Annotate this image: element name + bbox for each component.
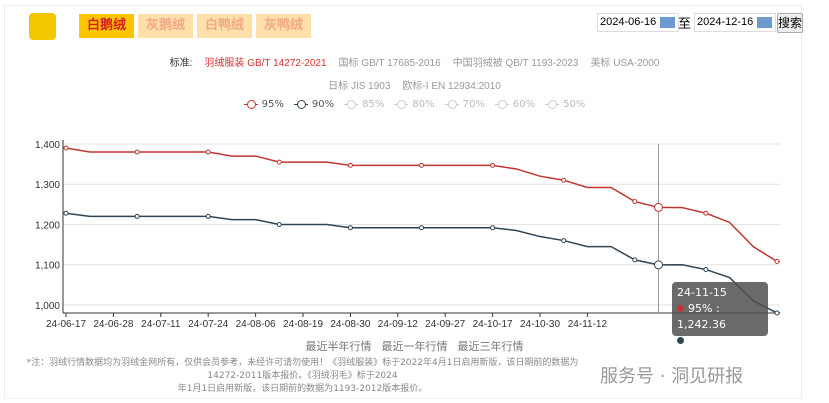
range-half-year-link[interactable]: 最近半年行情 bbox=[305, 340, 372, 353]
x-tick-label: 24-08-19 bbox=[283, 319, 323, 330]
tooltip-date: 24-11-15 bbox=[677, 286, 727, 299]
footnote: *注：羽绒行情数据均为羽绒金网所有，仅供会员参考，未经许可请勿使用！《羽绒服装》… bbox=[26, 358, 579, 394]
tab-1[interactable]: 灰鹅绒 bbox=[138, 14, 193, 38]
x-tick-label: 24-06-17 bbox=[46, 319, 86, 330]
standards-row: 日标 JIS 1903 欧标-I EN 12934:2010 bbox=[0, 77, 829, 92]
range-one-year-link[interactable]: 最近一年行情 bbox=[381, 340, 448, 353]
y-tick-label: 1,200 bbox=[35, 220, 60, 231]
data-point bbox=[419, 162, 424, 168]
legend-item[interactable]: 80% bbox=[394, 99, 435, 110]
standard-link[interactable]: 中国羽绒被 QB/T 1193-2023 bbox=[452, 58, 579, 69]
x-tick-label: 24-11-12 bbox=[568, 319, 608, 330]
x-tick-label: 24-08-30 bbox=[330, 319, 370, 330]
y-tick-label: 1,100 bbox=[35, 261, 60, 272]
data-point bbox=[774, 258, 780, 264]
legend-item[interactable]: 50% bbox=[545, 99, 585, 110]
legend-item[interactable]: 90% bbox=[293, 99, 334, 110]
x-tick-label: 24-08-06 bbox=[236, 319, 276, 330]
data-point bbox=[703, 267, 709, 273]
data-point bbox=[276, 221, 282, 227]
data-point bbox=[490, 225, 496, 231]
data-point bbox=[703, 210, 709, 216]
tab-0[interactable]: 白鹅绒 bbox=[79, 14, 134, 38]
data-point bbox=[276, 159, 282, 165]
legend-marker-icon bbox=[243, 99, 258, 109]
search-button[interactable]: 搜索 bbox=[777, 13, 803, 33]
chart-legend: 95% 90% 85% 80% 70% 60% 50% bbox=[0, 99, 829, 110]
data-point bbox=[63, 145, 69, 151]
data-point bbox=[205, 213, 211, 219]
date-to-input[interactable]: 2024-12-16 bbox=[694, 13, 776, 32]
data-point bbox=[632, 199, 638, 205]
legend-marker-icon bbox=[444, 99, 459, 109]
series-dot-icon bbox=[677, 305, 684, 312]
data-point bbox=[654, 260, 663, 270]
x-tick-label: 24-06-28 bbox=[93, 319, 133, 330]
data-point bbox=[347, 162, 353, 168]
data-point bbox=[134, 149, 140, 155]
data-point bbox=[419, 225, 424, 231]
data-point bbox=[654, 202, 663, 212]
legend-marker-icon bbox=[293, 99, 308, 109]
standard-link[interactable]: 羽绒服装 GB/T 14272-2021 bbox=[204, 58, 327, 69]
feather-logo-icon bbox=[29, 13, 56, 40]
date-separator: 至 bbox=[678, 17, 692, 32]
x-tick-label: 24-10-17 bbox=[473, 319, 513, 330]
data-point bbox=[490, 162, 496, 168]
legend-item[interactable]: 60% bbox=[494, 99, 535, 110]
range-three-year-link[interactable]: 最近三年行情 bbox=[457, 340, 524, 353]
date-from-input[interactable]: 2024-06-16 bbox=[597, 13, 679, 32]
tooltip-row: 95% : 1,242.36 bbox=[677, 302, 726, 331]
y-tick-label: 1,000 bbox=[35, 301, 60, 312]
y-tick-label: 1,400 bbox=[35, 140, 60, 151]
legend-item[interactable]: 85% bbox=[344, 99, 384, 110]
tab-3[interactable]: 灰鸭绒 bbox=[256, 14, 311, 38]
y-tick-label: 1,300 bbox=[35, 180, 60, 191]
standards-row: 标准: 羽绒服装 GB/T 14272-2021 国标 GB/T 17685-2… bbox=[0, 54, 829, 69]
data-point bbox=[134, 213, 140, 219]
legend-marker-icon bbox=[394, 99, 409, 109]
chart-tooltip: 24-11-15 95% : 1,242.36 90% : 1,099.68 bbox=[672, 282, 768, 363]
calendar-icon[interactable] bbox=[660, 17, 675, 28]
legend-marker-icon bbox=[545, 99, 560, 109]
series-line-90% bbox=[65, 212, 780, 314]
data-point bbox=[561, 238, 567, 244]
calendar-icon[interactable] bbox=[757, 17, 772, 28]
data-point bbox=[632, 257, 638, 263]
line-chart: 1,000 1,100 1,200 1,300 1,400 24-06-17 24-06-2… bbox=[35, 140, 780, 330]
standard-link[interactable]: 欧标-I EN 12934:2010 bbox=[402, 81, 501, 92]
tooltip-row: 90% : 1,099.68 bbox=[677, 334, 726, 363]
range-links: 最近半年行情 最近一年行情 最近三年行情 bbox=[0, 338, 829, 354]
legend-item[interactable]: 70% bbox=[444, 99, 485, 110]
legend-marker-icon bbox=[344, 99, 359, 109]
tab-2[interactable]: 白鸭绒 bbox=[197, 14, 252, 38]
data-point bbox=[63, 210, 69, 216]
standard-link[interactable]: 美标 USA-2000 bbox=[590, 58, 660, 69]
legend-marker-icon bbox=[494, 99, 509, 109]
x-tick-label: 24-07-24 bbox=[188, 319, 228, 330]
data-point bbox=[774, 310, 780, 316]
series-dot-icon bbox=[677, 337, 684, 344]
standard-link[interactable]: 国标 GB/T 17685-2016 bbox=[338, 58, 441, 69]
x-tick-label: 24-10-30 bbox=[520, 319, 560, 330]
x-tick-label: 24-09-12 bbox=[378, 319, 418, 330]
watermark: 服务号 · 洞见研报 bbox=[600, 366, 744, 387]
series-line-95% bbox=[65, 147, 780, 263]
data-point bbox=[205, 149, 211, 155]
standard-link[interactable]: 日标 JIS 1903 bbox=[328, 81, 391, 92]
legend-item[interactable]: 95% bbox=[243, 99, 284, 110]
x-tick-label: 24-09-27 bbox=[425, 319, 465, 330]
x-tick-label: 24-07-11 bbox=[141, 319, 181, 330]
data-point bbox=[347, 225, 353, 231]
panel bbox=[4, 5, 802, 399]
data-point bbox=[561, 177, 567, 183]
standards-label: 标准: bbox=[169, 58, 193, 69]
